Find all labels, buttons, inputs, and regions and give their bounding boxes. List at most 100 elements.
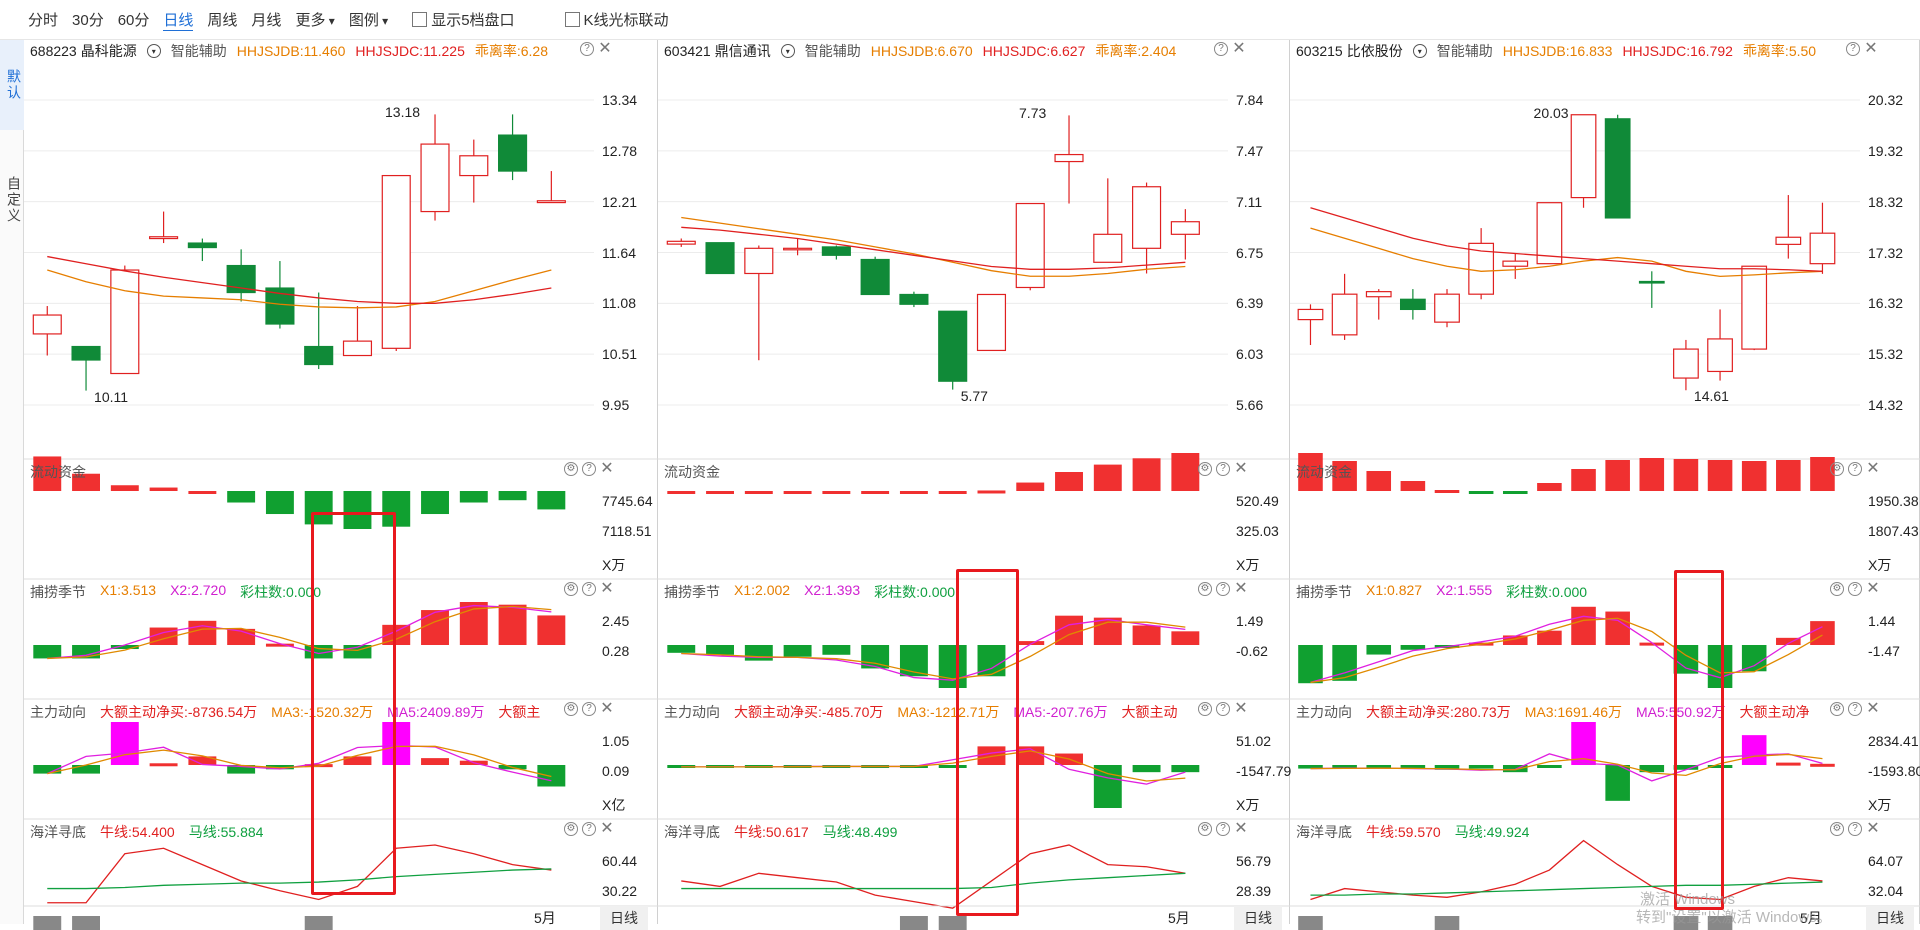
ocean-help-icon[interactable]: ? (1216, 822, 1230, 836)
main-help-icon[interactable]: ? (1216, 702, 1230, 716)
sub-line-orange (681, 621, 1186, 680)
panel-header: 688223 晶科能源 ▾ 智能辅助 HHJSJDB:11.460 HHJSJDC:11.… (24, 40, 657, 62)
catch-bar (1132, 625, 1161, 645)
price-tick: 7.11 (1236, 193, 1263, 210)
period-tab-daily[interactable]: 日线 (1234, 906, 1282, 930)
catch-settings-icon[interactable]: ⚙ (1830, 582, 1844, 596)
ocean-close-icon[interactable]: ✕ (1234, 820, 1248, 837)
main-bar (1171, 765, 1200, 773)
flow-help-icon[interactable]: ? (1216, 462, 1230, 476)
close-icon[interactable]: ✕ (598, 40, 612, 57)
catch-settings-icon[interactable]: ⚙ (564, 582, 578, 596)
flow-axis-tick: 325.03 (1236, 523, 1279, 539)
period-3[interactable]: 日线 (163, 9, 194, 31)
help-icon[interactable]: ? (580, 42, 594, 56)
period-0[interactable]: 分时 (28, 12, 59, 29)
panel-controls: ? ✕ (1214, 40, 1246, 57)
stock-switch-dropdown-icon[interactable]: ▾ (146, 44, 161, 58)
tab-custom[interactable]: 自定义 (6, 176, 22, 224)
assist-label[interactable]: 智能辅助 (1436, 43, 1493, 59)
flow-close-icon[interactable]: ✕ (1866, 460, 1880, 477)
flow-settings-icon[interactable]: ⚙ (1198, 462, 1212, 476)
flow-bar (1605, 460, 1630, 491)
ocean-title: 海洋寻底 (30, 824, 86, 840)
catch-title: 捕捞季节 (664, 584, 720, 600)
period-5[interactable]: 月线 (251, 12, 282, 29)
main-bar (343, 756, 372, 765)
catch-help-icon[interactable]: ? (1216, 582, 1230, 596)
ocean-settings-icon[interactable]: ⚙ (1830, 822, 1844, 836)
show-orderbook-checkbox-box[interactable] (412, 12, 428, 27)
flow-bar (1571, 469, 1596, 491)
close-icon[interactable]: ✕ (1864, 40, 1878, 57)
ocean-help-icon[interactable]: ? (582, 822, 596, 836)
catch-bar (1016, 641, 1045, 645)
candle-body (32, 314, 62, 335)
main-help-icon[interactable]: ? (582, 702, 596, 716)
catch-close-icon[interactable]: ✕ (600, 580, 614, 597)
main-bar (1502, 765, 1528, 773)
ocean-settings-icon[interactable]: ⚙ (1198, 822, 1212, 836)
ocean-help-icon[interactable]: ? (1848, 822, 1862, 836)
ma-line-red (1310, 207, 1823, 272)
flow-settings-icon[interactable]: ⚙ (1830, 462, 1844, 476)
ocean-settings-icon[interactable]: ⚙ (564, 822, 578, 836)
flow-bar (899, 491, 928, 494)
main-close-icon[interactable]: ✕ (1234, 700, 1248, 717)
high-price-label: 20.03 (1533, 104, 1569, 121)
cursor-link-checkbox[interactable]: K线光标联动 (564, 9, 669, 30)
price-tick: 9.95 (602, 397, 630, 413)
more-dropdown[interactable]: 更多 (295, 9, 334, 30)
flow-unit: X万 (602, 557, 626, 573)
main-close-icon[interactable]: ✕ (1866, 700, 1880, 717)
flow-help-icon[interactable]: ? (1848, 462, 1862, 476)
catch-axis-tick: 1.44 (1868, 613, 1896, 629)
period-4[interactable]: 周线 (207, 12, 238, 29)
main-bar (1366, 765, 1392, 768)
ocean-bull-line (681, 844, 1186, 909)
close-icon[interactable]: ✕ (1232, 40, 1246, 57)
catch-close-icon[interactable]: ✕ (1866, 580, 1880, 597)
period-tab-daily[interactable]: 日线 (1866, 906, 1914, 930)
ocean-close-icon[interactable]: ✕ (1866, 820, 1880, 837)
assist-label[interactable]: 智能辅助 (804, 43, 861, 59)
catch-settings-icon[interactable]: ⚙ (1198, 582, 1212, 596)
catch-help-icon[interactable]: ? (582, 582, 596, 596)
catch-bar (1707, 645, 1733, 688)
candle-body (304, 345, 334, 366)
flow-close-icon[interactable]: ✕ (600, 460, 614, 477)
main-unit: X亿 (602, 797, 626, 813)
catch-help-icon[interactable]: ? (1848, 582, 1862, 596)
catch-close-icon[interactable]: ✕ (1234, 580, 1248, 597)
main-close-icon[interactable]: ✕ (600, 700, 614, 717)
ocean-close-icon[interactable]: ✕ (600, 820, 614, 837)
flow-bar (1537, 483, 1562, 491)
assist-label[interactable]: 智能辅助 (170, 43, 227, 59)
stock-switch-dropdown-icon[interactable]: ▾ (1412, 44, 1427, 58)
period-2[interactable]: 60分 (117, 12, 150, 29)
ocean-bar (899, 916, 928, 930)
candle-body (149, 236, 179, 240)
flow-close-icon[interactable]: ✕ (1234, 460, 1248, 477)
help-icon[interactable]: ? (1846, 42, 1860, 56)
main-help-icon[interactable]: ? (1848, 702, 1862, 716)
ocean-horse: 马线:55.884 (188, 824, 264, 840)
period-1[interactable]: 30分 (72, 12, 104, 29)
stock-switch-dropdown-icon[interactable]: ▾ (780, 44, 795, 58)
cursor-link-checkbox-box[interactable] (564, 12, 580, 27)
flow-help-icon[interactable]: ? (582, 462, 596, 476)
main-settings-icon[interactable]: ⚙ (1830, 702, 1844, 716)
main-settings-icon[interactable]: ⚙ (564, 702, 578, 716)
period-tab-daily[interactable]: 日线 (600, 906, 648, 930)
show-orderbook-checkbox[interactable]: 显示5档盘口 (412, 9, 515, 30)
help-icon[interactable]: ? (1214, 42, 1228, 56)
legend-dropdown[interactable]: 图例 (349, 9, 388, 30)
tab-default[interactable]: 默认 (0, 40, 24, 130)
flow-settings-icon[interactable]: ⚙ (564, 462, 578, 476)
main-bar (1571, 722, 1596, 765)
main-bar (421, 758, 449, 765)
flow-bar (1093, 464, 1122, 491)
main-axis-tick: 0.09 (602, 763, 630, 779)
price-tick: 12.78 (602, 142, 638, 159)
main-settings-icon[interactable]: ⚙ (1198, 702, 1212, 716)
